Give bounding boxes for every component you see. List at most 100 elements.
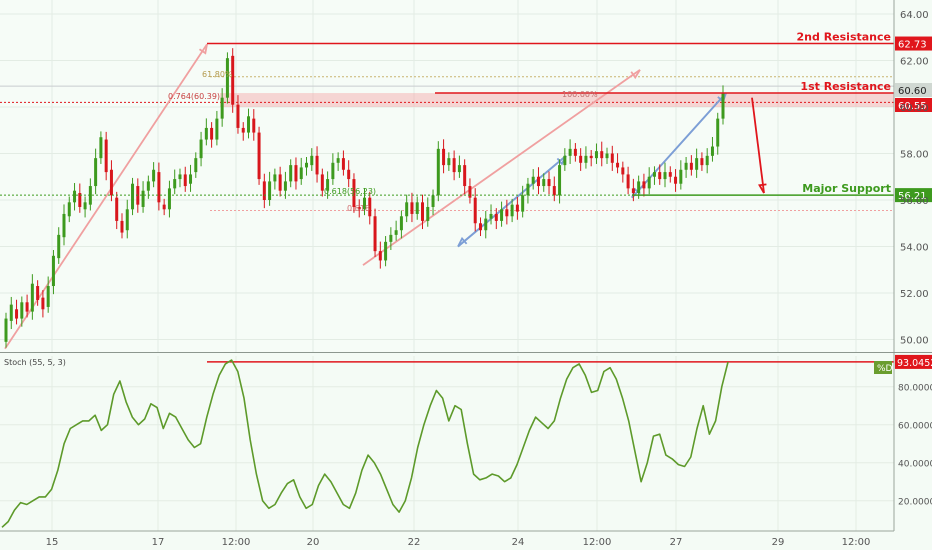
candle-body [20, 302, 24, 319]
candle-body [642, 181, 646, 189]
candle-body [283, 181, 287, 191]
candle-body [109, 169, 113, 196]
stoch-grid [0, 356, 894, 531]
price-pane [0, 0, 894, 352]
stoch-high-tag [895, 354, 932, 369]
candle-body [626, 174, 630, 189]
fib-label: 0.618(56.23) [324, 187, 376, 196]
candle-body [658, 172, 662, 180]
price-tick-label: 50.00 [900, 336, 929, 347]
candle-body [610, 153, 614, 163]
trend-arrow-up-2 [362, 69, 641, 266]
candle-body [594, 151, 598, 159]
major-support-price-tag [895, 188, 932, 203]
price-tick-label: 54.00 [900, 243, 929, 254]
dotted-resistance-price-tag [895, 98, 932, 112]
price-tick-label: 56.00 [900, 196, 929, 207]
candle-body [225, 58, 229, 98]
candle-body [389, 234, 393, 242]
candle-body [363, 197, 366, 210]
candle-body [373, 216, 377, 252]
candle-body [347, 169, 351, 180]
stoch-tick-label: 60.0000 [898, 422, 932, 432]
candle-body [215, 118, 219, 140]
candle-body [46, 286, 50, 307]
candle-body [257, 132, 261, 180]
candle-body [73, 190, 77, 203]
candle-body [536, 176, 540, 187]
stoch-legend-text: %D [877, 364, 893, 374]
candle-body [310, 155, 314, 166]
price-tick-label: 52.00 [900, 289, 929, 300]
candle-body [616, 162, 620, 168]
candle-body [463, 165, 467, 187]
candle-body [278, 174, 282, 191]
candle-body [394, 230, 398, 235]
price-tick-label: 64.00 [900, 10, 929, 21]
candle-body [268, 181, 272, 200]
fib-label: 0.618 [347, 204, 370, 213]
major-support-label: Major Support [802, 182, 891, 195]
candle-body [552, 186, 556, 196]
candle-body [62, 213, 66, 238]
stoch-legend-box [874, 361, 892, 374]
candle-body [689, 162, 693, 170]
candle-body [589, 155, 593, 159]
candle-body [41, 297, 45, 310]
candle-body [167, 188, 171, 210]
candle-body [30, 283, 34, 312]
candle-body [220, 97, 224, 119]
candle-body [262, 181, 266, 200]
candle-body [436, 148, 440, 196]
first-resistance-label: 1st Resistance [800, 80, 891, 93]
candle-body [294, 165, 298, 182]
candle-body [157, 172, 161, 203]
candle-body [705, 155, 709, 166]
candle-body [468, 186, 472, 198]
candle-body [710, 146, 714, 156]
dotted-resistance-price-text: 60.55 [898, 101, 927, 112]
candle-body [152, 169, 156, 182]
candle-body [299, 167, 303, 180]
candle-body [500, 209, 504, 221]
candle-body [320, 174, 324, 191]
candle-body [78, 193, 82, 207]
candle-body [489, 213, 493, 219]
candle-body [88, 186, 92, 205]
time-tick-label: 15 [46, 537, 59, 548]
price-tick-label: 58.00 [900, 150, 929, 161]
candle-body [716, 118, 720, 147]
candle-body [674, 176, 678, 184]
candle-body [721, 93, 725, 119]
candle-body [568, 148, 572, 156]
stoch-d-line [1, 359, 729, 528]
candle-body [695, 158, 699, 170]
candle-body [141, 190, 145, 207]
candle-body [521, 195, 525, 212]
candle-body [547, 179, 551, 187]
candle-body [331, 162, 335, 180]
time-tick-label: 22 [408, 537, 421, 548]
trend-arrow-up-1-head [199, 44, 208, 55]
candle-body [125, 209, 129, 231]
candle-body [573, 148, 577, 156]
candle-body [505, 209, 509, 217]
candle-body [558, 165, 562, 196]
candle-body [326, 179, 330, 191]
candle-body [494, 213, 498, 221]
second-resistance-label: 2nd Resistance [797, 31, 891, 44]
stoch-high-text: 93.0452 [897, 358, 932, 369]
candle-body [663, 172, 667, 180]
candle-body [273, 174, 277, 182]
channel-arrow-2b [631, 92, 727, 199]
candle-body [178, 174, 182, 180]
candle-body [146, 181, 150, 191]
candle-body [510, 204, 514, 217]
candle-body [447, 158, 451, 166]
candle-body [247, 116, 251, 133]
candle-body [25, 302, 29, 312]
candle-body [199, 139, 203, 159]
trend-arrow-up-2-head [630, 69, 641, 80]
